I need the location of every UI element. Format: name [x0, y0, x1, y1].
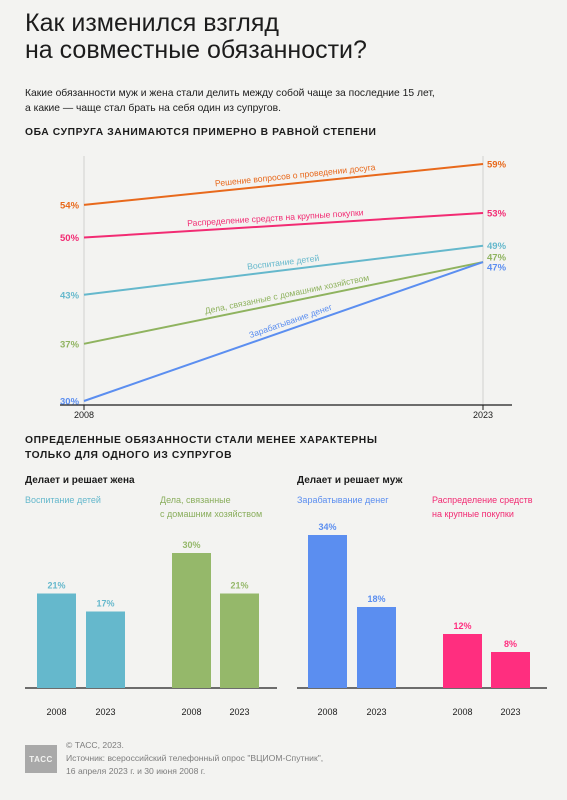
- category-household-line-1: Дела, связанные: [160, 495, 231, 505]
- bar-value-label-1-2008: 21%: [47, 581, 65, 591]
- category-children: Воспитание детей: [25, 493, 101, 507]
- bar-year-label-3-2023: 2023: [366, 707, 386, 717]
- x-tick-label-2023: 2023: [473, 410, 493, 420]
- series-line-5: [83, 261, 484, 402]
- series-start-label-4: 37%: [60, 339, 80, 350]
- category-purchases-line-1: Распределение средств: [432, 495, 533, 505]
- bar-value-label-3-2023: 18%: [367, 594, 385, 604]
- bar-2-2008: [172, 553, 211, 688]
- bar-section-heading: ОПРЕДЕЛЕННЫЕ ОБЯЗАННОСТИ СТАЛИ МЕНЕЕ ХАР…: [25, 433, 378, 463]
- title-line-1: Как изменился взгляд: [25, 9, 279, 37]
- bar-4-2008: [443, 634, 482, 688]
- x-tick-label-2008: 2008: [74, 410, 94, 420]
- series-line-3: [83, 244, 484, 296]
- category-purchases: Распределение средств на крупные покупки: [432, 493, 533, 521]
- intro-line-2: а какие — чаще стал брать на себя один и…: [25, 103, 281, 114]
- bar-value-label-2-2008: 30%: [182, 540, 200, 550]
- series-end-label-5: 47%: [487, 263, 507, 274]
- series-end-label-1: 59%: [487, 160, 507, 171]
- series-start-label-5: 30%: [60, 397, 80, 408]
- bar-year-label-4-2023: 2023: [500, 707, 520, 717]
- intro-line-1: Какие обязанности муж и жена стали делит…: [25, 88, 435, 99]
- category-children-label: Воспитание детей: [25, 495, 101, 505]
- series-end-label-2: 53%: [487, 209, 507, 220]
- bar-value-label-4-2023: 8%: [504, 639, 517, 649]
- line-chart: 2008 2023 54% 59% Решение вопросов о проведе…: [60, 156, 512, 420]
- bar-1-2008: [37, 593, 76, 688]
- series-start-label-2: 50%: [60, 233, 80, 244]
- tass-logo: ТАСС: [25, 745, 57, 773]
- wife-heading: Делает и решает жена: [25, 475, 135, 486]
- title-line-2: на совместные обязанности?: [25, 36, 367, 64]
- category-earning-label: Зарабатывание денег: [297, 495, 389, 505]
- bar-3-2008: [308, 535, 347, 688]
- bar-4-2023: [491, 652, 530, 688]
- line-chart-heading: ОБА СУПРУГА ЗАНИМАЮТСЯ ПРИМЕРНО В РАВНОЙ…: [25, 127, 377, 138]
- bar-charts: 21% 2008 17% 2023 30% 2008 21% 2023 34% 2008 18% 20…: [25, 522, 547, 717]
- bar-value-label-1-2023: 17%: [96, 599, 114, 609]
- bar-year-label-1-2023: 2023: [95, 707, 115, 717]
- category-household-line-2: с домашним хозяйством: [160, 509, 263, 519]
- series-line-2: [83, 212, 484, 239]
- bar-value-label-3-2008: 34%: [318, 522, 336, 532]
- series-name-label-1: Решение вопросов о проведении досуга: [214, 162, 376, 188]
- bar-3-2023: [357, 607, 396, 688]
- bar-year-label-1-2008: 2008: [46, 707, 66, 717]
- series-start-label-3: 43%: [60, 290, 80, 301]
- page-title: Как изменился взгляд на совместные обяза…: [25, 10, 545, 64]
- series-line-1: [83, 163, 484, 206]
- footer-source-line-1: Источник: всероссийский телефонный опрос…: [66, 753, 324, 763]
- footer-source-line-2: 16 апреля 2023 г. и 30 июня 2008 г.: [66, 766, 206, 776]
- footer-copyright: © ТАСС, 2023.: [66, 740, 124, 750]
- husband-heading: Делает и решает муж: [297, 475, 403, 486]
- bar-1-2023: [86, 611, 125, 688]
- series-line-4: [83, 261, 484, 345]
- series-start-label-1: 54%: [60, 200, 80, 211]
- footer-source: © ТАСС, 2023. Источник: всероссийский те…: [66, 739, 323, 778]
- bar-year-label-2-2023: 2023: [229, 707, 249, 717]
- bar-year-label-2-2008: 2008: [181, 707, 201, 717]
- category-household: Дела, связанные с домашним хозяйством: [160, 493, 262, 521]
- bar-value-label-4-2008: 12%: [453, 621, 471, 631]
- bar-2-2023: [220, 593, 259, 688]
- bar-year-label-4-2008: 2008: [452, 707, 472, 717]
- series-end-label-3: 49%: [487, 241, 507, 252]
- series-end-label-4: 47%: [487, 253, 507, 264]
- bar-heading-line-2: ТОЛЬКО ДЛЯ ОДНОГО ИЗ СУПРУГОВ: [25, 450, 233, 461]
- intro-text: Какие обязанности муж и жена стали делит…: [25, 86, 545, 116]
- category-purchases-line-2: на крупные покупки: [432, 509, 514, 519]
- bar-value-label-2-2023: 21%: [230, 581, 248, 591]
- series-name-label-3: Воспитание детей: [247, 253, 320, 272]
- bar-heading-line-1: ОПРЕДЕЛЕННЫЕ ОБЯЗАННОСТИ СТАЛИ МЕНЕЕ ХАР…: [25, 435, 378, 446]
- bar-year-label-3-2008: 2008: [317, 707, 337, 717]
- category-earning: Зарабатывание денег: [297, 493, 389, 507]
